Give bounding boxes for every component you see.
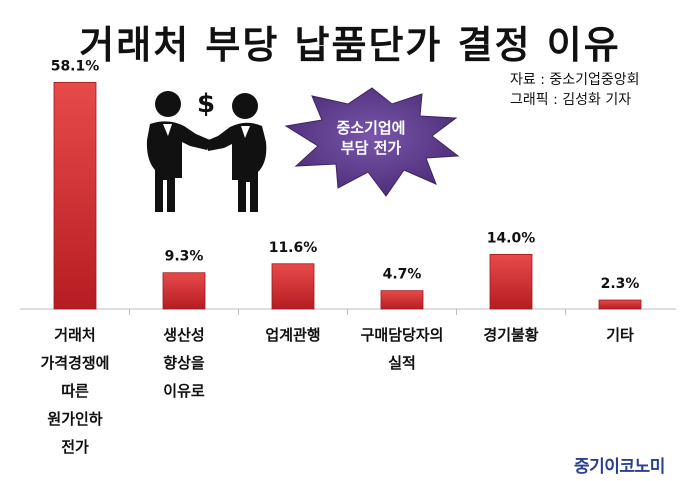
bar-value-label: 4.7% (383, 267, 422, 283)
bar-value-label: 58.1% (51, 58, 100, 74)
category-label: 거래처 (54, 326, 95, 344)
page-title: 거래처 부당 납품단가 결정 이유 (79, 23, 621, 67)
category-label: 업계관행 (265, 326, 320, 344)
callout-line-2: 부담 전가 (340, 139, 402, 157)
brand-logo: 중기이코노미 (574, 457, 665, 477)
bar (53, 82, 97, 310)
credit-line: 그래픽 : 김성화 기자 (510, 92, 632, 108)
bar (271, 263, 315, 310)
bar-value-label: 14.0% (487, 230, 536, 246)
category-label: 가격경쟁에 (40, 354, 109, 372)
category-label: 구매담당자의 (361, 326, 444, 344)
category-label: 경기불황 (483, 326, 538, 344)
bar-value-label: 11.6% (269, 240, 318, 256)
source-credit: 자료 : 중소기업중앙회 그래픽 : 김성화 기자 (510, 70, 640, 110)
category-label: 원가인하 (47, 410, 102, 428)
category-label: 생산성 (163, 326, 204, 344)
category-label: 실적 (388, 354, 416, 372)
category-label: 전가 (61, 438, 89, 456)
bar (598, 299, 642, 310)
dollar-sign-icon: $ (197, 89, 215, 119)
bar (489, 253, 533, 310)
category-label: 따른 (61, 382, 89, 400)
callout-burst (284, 87, 460, 197)
svg-text:$: $ (197, 89, 215, 119)
category-label: 이유로 (163, 382, 205, 400)
bar-value-label: 9.3% (165, 249, 204, 265)
category-label: 기타 (606, 326, 634, 344)
callout-text: 중소기업에 부담 전가 (296, 118, 446, 158)
source-line: 자료 : 중소기업중앙회 (510, 72, 640, 88)
bar (380, 290, 424, 310)
callout-line-1: 중소기업에 (336, 119, 406, 137)
businessmen-handshake-icon (146, 91, 267, 212)
category-label: 향상을 (163, 354, 205, 372)
bar (162, 272, 206, 310)
bar-value-label: 2.3% (601, 276, 640, 292)
